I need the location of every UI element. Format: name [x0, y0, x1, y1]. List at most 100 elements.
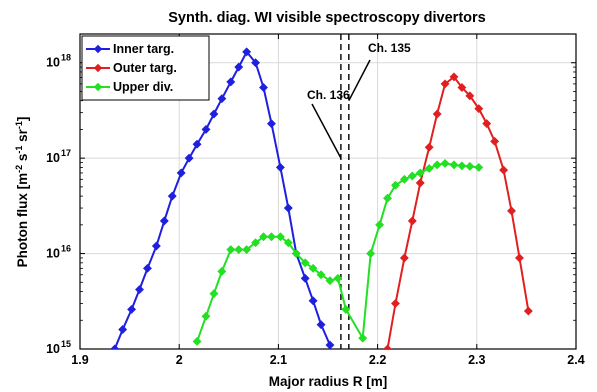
y-tick-exponent: 18 [61, 53, 71, 63]
data-point-marker [424, 163, 434, 174]
data-point-marker [283, 238, 293, 248]
data-point-marker [142, 263, 153, 273]
data-point-marker [308, 296, 318, 306]
data-point-marker [407, 171, 417, 181]
data-point-marker [390, 180, 401, 190]
y-axis-label-mid1: s [15, 154, 30, 165]
y-axis-label-sup3: -1 [14, 121, 24, 129]
data-point-marker [358, 333, 368, 343]
data-point-marker [432, 160, 442, 170]
data-point-marker [226, 245, 236, 255]
legend-label: Inner targ. [113, 42, 174, 56]
legend-label: Outer targ. [113, 61, 177, 75]
data-point-marker [432, 109, 442, 119]
data-point-marker [325, 276, 335, 286]
x-tick-label: 2.4 [567, 353, 584, 367]
data-point-marker [266, 232, 277, 242]
data-point-marker [118, 324, 128, 335]
data-point-marker [465, 91, 475, 101]
data-point-marker [242, 47, 252, 57]
series-line [386, 75, 530, 349]
legend-item: Upper div. [86, 80, 173, 94]
data-point-marker [192, 139, 202, 149]
y-tick-label: 10 [46, 56, 60, 70]
annotation-label: Ch. 136 [307, 88, 350, 102]
data-point-marker [457, 161, 467, 171]
data-point-marker [242, 245, 252, 255]
data-point-marker [366, 249, 376, 259]
y-axis-label: Photon flux [m-2 s-1 sr-1] [14, 117, 30, 268]
data-point-marker [300, 258, 310, 268]
legend-item: Inner targ. [86, 42, 174, 56]
data-point-marker [110, 344, 120, 349]
data-point-marker [275, 232, 285, 242]
data-point-marker [449, 72, 459, 82]
legend-marker [93, 63, 103, 73]
data-point-marker [382, 344, 393, 349]
y-axis-label-text: Photon flux [m-2 s-1 sr-1] [14, 117, 30, 268]
data-point-marker [167, 191, 177, 201]
legend-item: Outer targ. [86, 61, 177, 75]
data-point-marker [151, 241, 161, 251]
y-tick-label: 10 [46, 247, 60, 261]
data-point-marker [127, 304, 137, 314]
annotation-pointer [348, 59, 371, 102]
data-point-marker [283, 203, 293, 213]
legend-label: Upper div. [113, 80, 173, 94]
legend-marker [93, 82, 103, 92]
data-point-marker [465, 161, 475, 171]
y-tick-exponent: 17 [61, 148, 71, 158]
data-point-marker [390, 298, 401, 309]
data-point-marker [474, 162, 484, 172]
data-point-marker [209, 289, 219, 299]
data-point-marker [226, 77, 236, 87]
data-point-marker [234, 245, 244, 255]
data-point-marker [300, 273, 310, 283]
data-point-marker [440, 79, 450, 89]
channel-lines [340, 34, 350, 349]
x-tick-label: 2.1 [270, 353, 287, 367]
x-tick-label: 2.2 [369, 353, 386, 367]
data-point-marker [415, 168, 425, 178]
y-axis-label-sup2: -1 [14, 146, 24, 154]
data-point-marker [217, 266, 227, 276]
data-point-marker [514, 253, 525, 263]
data-point-marker [316, 320, 326, 330]
data-point-marker [134, 284, 145, 295]
data-point-marker [474, 104, 484, 114]
data-point-marker [192, 336, 202, 346]
data-point-marker [341, 304, 351, 314]
annotations: Ch. 136 Ch. 135 [307, 41, 411, 159]
annotation-label: Ch. 135 [368, 41, 411, 55]
data-point-marker [217, 94, 227, 104]
data-point-marker [275, 162, 285, 172]
y-tick-label: 10 [46, 342, 60, 356]
data-point-marker [399, 253, 409, 263]
series-upper-div [192, 158, 484, 346]
y-axis-label-main: Photon flux [m [15, 173, 30, 268]
y-axis-label-end: ] [15, 117, 30, 122]
legend: Inner targ. Outer targ. Upper div. [81, 35, 210, 101]
data-point-marker [399, 174, 409, 184]
y-tick-exponent: 15 [61, 339, 71, 349]
data-point-marker [499, 165, 509, 175]
data-point-marker [201, 124, 211, 134]
data-point-marker [490, 136, 500, 146]
y-axis-label-sup1: -2 [14, 165, 24, 173]
data-point-marker [440, 158, 450, 169]
data-point-marker [159, 216, 169, 226]
x-axis-label: Major radius R [m] [269, 374, 388, 389]
y-tick-label: 10 [46, 151, 60, 165]
chart-title: Synth. diag. WI visible spectroscopy div… [168, 10, 485, 26]
data-point-marker [457, 82, 467, 93]
data-point-marker [506, 206, 517, 216]
series-outer-targ [382, 72, 533, 349]
series-inner-targ [110, 47, 335, 349]
data-point-marker [523, 306, 533, 316]
data-point-marker [382, 193, 393, 203]
data-point-marker [325, 340, 335, 349]
data-point-marker [176, 168, 186, 178]
data-point-marker [449, 160, 459, 170]
data-point-marker [424, 142, 434, 152]
